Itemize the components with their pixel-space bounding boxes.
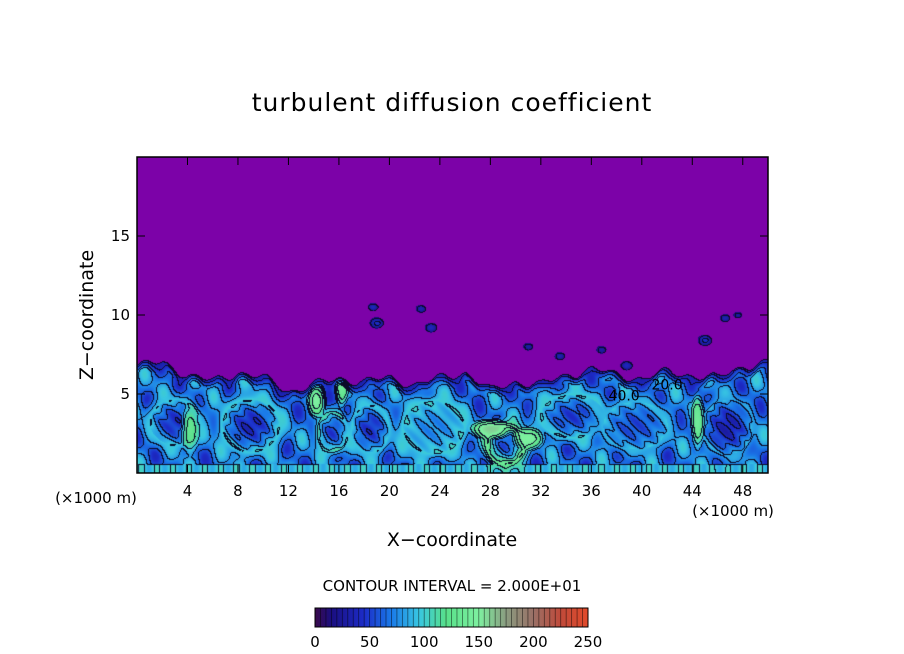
x-tick-label: 36 <box>582 482 601 500</box>
contour-label: 20.0 <box>651 378 682 394</box>
colorbar-tick-label: 250 <box>574 633 603 651</box>
plot-area: 40.0 20.0 <box>137 157 768 473</box>
contour-labels: 40.0 20.0 <box>609 378 683 405</box>
x-tick-label: 28 <box>481 482 500 500</box>
contour-label: 40.0 <box>609 389 640 405</box>
x-unit-right: (×1000 m) <box>692 502 774 520</box>
chart-title: turbulent diffusion coefficient <box>252 88 653 117</box>
heatmap-field <box>137 157 768 473</box>
colorbar-ticks: 0 50 100 150 200 250 <box>310 633 602 651</box>
x-tick-label: 40 <box>632 482 651 500</box>
colorbar-frame <box>314 607 589 628</box>
x-tick-label: 24 <box>430 482 449 500</box>
colorbar-tick-label: 50 <box>360 633 379 651</box>
colorbar: 0 50 100 150 200 250 <box>310 607 602 651</box>
x-tick-label: 8 <box>233 482 243 500</box>
y-axis: 5 10 15 <box>111 227 768 403</box>
y-axis-label: Z−coordinate <box>76 250 98 380</box>
x-tick-label: 44 <box>683 482 702 500</box>
colorbar-stripes <box>320 608 583 627</box>
x-tick-label: 12 <box>279 482 298 500</box>
colorbar-tick-label: 100 <box>410 633 439 651</box>
contour-interval-text: CONTOUR INTERVAL = 2.000E+01 <box>323 577 582 595</box>
x-tick-label: 32 <box>531 482 550 500</box>
colorbar-tick-label: 150 <box>464 633 493 651</box>
colorbar-tick-label: 200 <box>519 633 548 651</box>
x-tick-label: 48 <box>733 482 752 500</box>
x-axis: 4 8 12 16 20 24 28 32 36 40 44 48 <box>183 157 752 500</box>
x-axis-label: X−coordinate <box>387 529 517 551</box>
colorbar-tick-label: 0 <box>310 633 320 651</box>
x-tick-label: 4 <box>183 482 193 500</box>
x-unit-left: (×1000 m) <box>55 489 137 507</box>
y-tick-label: 5 <box>120 385 130 403</box>
y-tick-label: 10 <box>111 306 130 324</box>
x-tick-label: 16 <box>329 482 348 500</box>
x-tick-label: 20 <box>380 482 399 500</box>
y-tick-label: 15 <box>111 227 130 245</box>
